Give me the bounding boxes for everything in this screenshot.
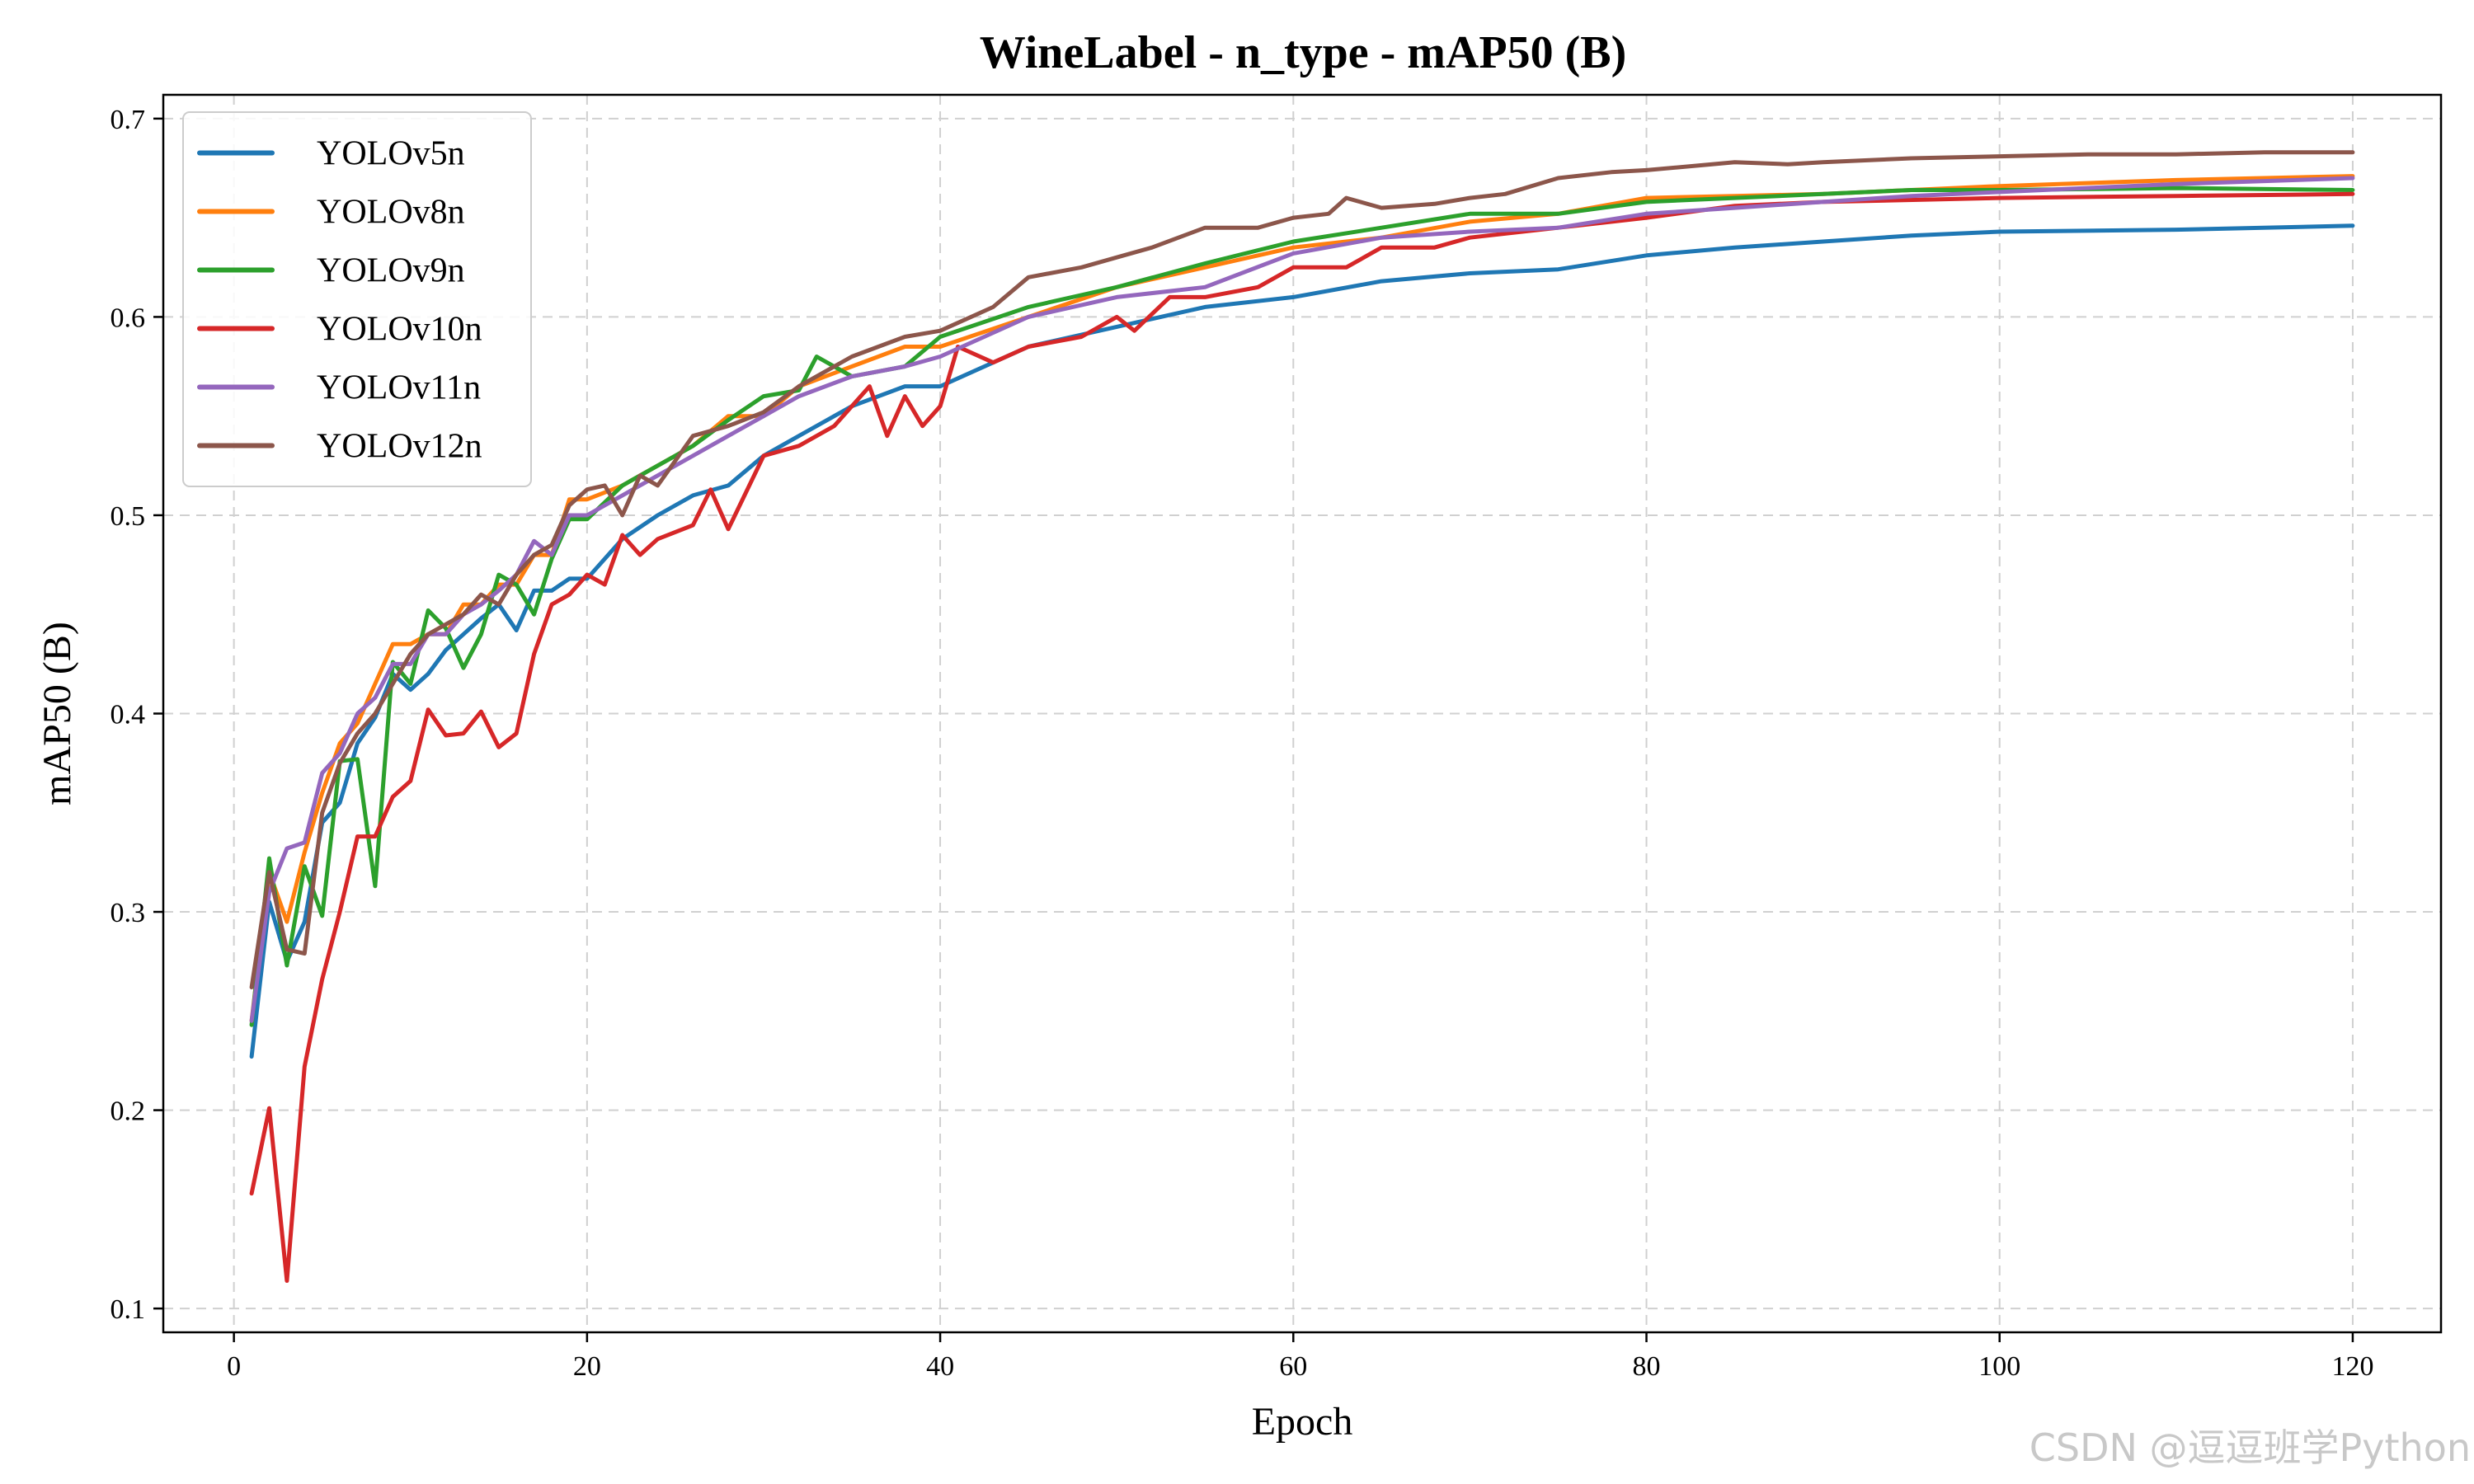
- y-tick-label: 0.2: [111, 1097, 146, 1127]
- legend-label: YOLOv9n: [317, 252, 465, 290]
- y-tick-label: 0.4: [111, 700, 146, 730]
- x-tick-label: 100: [1978, 1351, 2020, 1382]
- legend-box: [182, 111, 532, 487]
- series-line-yolov10n: [249, 191, 2355, 1283]
- legend-label: YOLOv10n: [317, 311, 482, 349]
- series-lines: [249, 150, 2355, 1283]
- y-tick-label: 0.6: [111, 303, 146, 333]
- legend-label: YOLOv8n: [317, 194, 465, 232]
- y-tick-label: 0.7: [111, 105, 146, 135]
- x-tick-label: 0: [227, 1351, 241, 1382]
- y-tick-label: 0.5: [111, 501, 146, 532]
- chart-title: WineLabel - n_type - mAP50 (B): [980, 27, 1627, 78]
- y-tick-label: 0.1: [111, 1294, 146, 1325]
- series-line-yolov12n: [249, 150, 2355, 989]
- series-line-yolov11n: [249, 176, 2355, 1023]
- legend-label: YOLOv12n: [317, 428, 482, 466]
- x-tick-label: 80: [1633, 1351, 1661, 1382]
- x-axis-label: Epoch: [1252, 1400, 1353, 1444]
- series-line-yolov5n: [249, 223, 2355, 1059]
- axis-ticks: 0 20 40 60 80 100 120 0.1 0.2 0.3 0.4 0.5 0.6 0.7: [111, 105, 2374, 1382]
- x-tick-label: 120: [2331, 1351, 2373, 1382]
- y-axis-label: mAP50 (B): [35, 622, 79, 805]
- grid: [163, 95, 2441, 1332]
- x-tick-label: 40: [926, 1351, 954, 1382]
- series-line-yolov9n: [249, 186, 2355, 1027]
- legend-label: YOLOv5n: [317, 135, 465, 173]
- legend: YOLOv5n YOLOv8n YOLOv9n YOLOv10n YOLOv11n YOL…: [182, 111, 532, 487]
- watermark-text: CSDN @逗逗班学Python: [2030, 1425, 2471, 1470]
- x-tick-label: 60: [1279, 1351, 1307, 1382]
- y-tick-label: 0.3: [111, 898, 146, 928]
- legend-label: YOLOv11n: [317, 369, 481, 407]
- x-tick-label: 20: [573, 1351, 601, 1382]
